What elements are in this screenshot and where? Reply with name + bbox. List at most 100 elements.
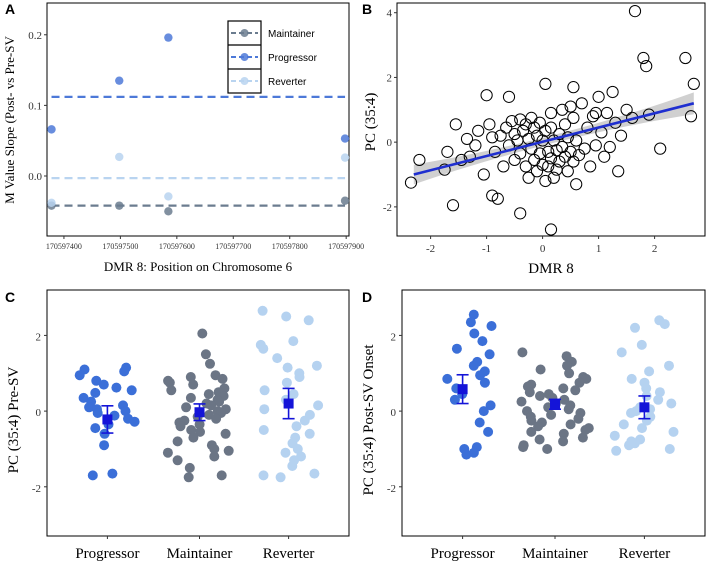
scatter-point	[469, 139, 482, 152]
scatter-point	[491, 192, 504, 205]
x-tick-label: -1	[482, 243, 491, 255]
mean-marker-progressor	[457, 384, 468, 395]
scatter-point	[606, 85, 619, 99]
point-progressor	[98, 379, 109, 390]
point-reverter	[618, 419, 629, 430]
panel-b-marks	[404, 4, 700, 236]
point-maintainer	[518, 442, 529, 453]
point-progressor	[111, 382, 122, 393]
point-reverter	[340, 153, 350, 162]
point-maintainer	[195, 426, 205, 437]
scatter-point	[539, 77, 552, 91]
point-maintainer	[185, 392, 196, 403]
point-reverter	[313, 400, 324, 411]
point-maintainer	[526, 426, 537, 437]
legend-label-reverter: Reverter	[268, 77, 307, 88]
point-maintainer	[188, 432, 199, 443]
x-tick-label: 170597600	[159, 242, 195, 251]
scatter-point	[539, 174, 552, 188]
mean-marker-reverter	[639, 402, 650, 413]
point-maintainer	[162, 447, 173, 458]
point-progressor	[449, 394, 460, 405]
point-maintainer	[577, 432, 588, 443]
point-maintainer	[516, 396, 527, 407]
point-maintainer	[562, 360, 572, 371]
scatter-point	[684, 110, 698, 123]
point-progressor	[91, 375, 102, 386]
point-maintainer	[558, 428, 569, 439]
panel-c-ylabel: PC (35:4) Pre-SV	[6, 366, 22, 473]
point-maintainer	[209, 444, 220, 454]
point-maintainer	[542, 444, 553, 454]
point-maintainer	[183, 472, 194, 483]
panel-c-marks	[74, 305, 324, 483]
scatter-point	[516, 124, 530, 137]
point-progressor	[483, 426, 494, 437]
scatter-point	[497, 160, 510, 173]
scatter-point	[586, 110, 600, 123]
scatter-point	[679, 51, 692, 65]
point-maintainer	[216, 470, 227, 481]
point-progressor	[107, 468, 118, 479]
point-reverter	[664, 444, 675, 454]
panel-a-xlabel: DMR 8: Position on Chromosome 6	[104, 259, 293, 274]
point-maintainer	[220, 428, 231, 439]
scatter-point	[483, 118, 496, 131]
scatter-point	[533, 116, 546, 129]
scatter-point	[542, 160, 555, 173]
legend-label-progressor: Progressor	[268, 53, 318, 64]
y-tick-label: 2	[387, 72, 393, 84]
point-reverter	[659, 319, 670, 330]
point-maintainer	[217, 373, 228, 384]
scatter-point	[463, 150, 476, 163]
scatter-point	[564, 145, 577, 158]
point-reverter	[616, 347, 627, 358]
scatter-point	[561, 165, 574, 178]
point-maintainer	[164, 207, 173, 216]
panel-b: -2 -1 0 1 2 -2 0 2 4 DMR 8 PC (35:4)	[363, 2, 706, 277]
category-label-maintainer: Maintainer	[522, 546, 588, 562]
point-reverter	[664, 360, 674, 371]
panel-b-xlabel: DMR 8	[528, 261, 573, 277]
point-progressor	[479, 377, 490, 388]
point-reverter	[259, 385, 270, 396]
y-tick-label: 0.2	[28, 30, 42, 42]
scatter-point	[472, 124, 485, 137]
point-reverter	[626, 373, 637, 384]
scatter-point	[514, 207, 527, 220]
point-progressor	[484, 349, 495, 360]
scatter-point	[598, 150, 611, 163]
scatter-point	[558, 118, 572, 131]
scatter-point	[486, 131, 499, 144]
point-progressor	[478, 406, 489, 417]
point-reverter	[164, 192, 173, 201]
point-maintainer	[517, 347, 528, 358]
scatter-point	[544, 121, 558, 134]
scatter-point	[544, 106, 558, 120]
point-progressor	[90, 423, 101, 434]
panel-a-legend: Maintainer Progressor Reverter	[227, 20, 318, 94]
point-progressor	[465, 317, 476, 328]
x-tick-label: 170597800	[272, 242, 308, 251]
point-reverter	[309, 468, 320, 479]
point-maintainer	[203, 389, 214, 400]
point-reverter	[291, 421, 302, 432]
point-progressor	[164, 33, 173, 42]
panel-a-frame	[46, 2, 350, 237]
x-tick-label: -2	[426, 243, 435, 255]
point-maintainer	[565, 419, 576, 430]
scatter-point	[505, 115, 518, 128]
point-maintainer	[206, 400, 217, 411]
scatter-point	[477, 168, 490, 181]
point-progressor	[475, 370, 486, 381]
panel-d-frame	[401, 289, 706, 537]
point-reverter	[281, 377, 292, 388]
point-reverter	[637, 423, 647, 434]
point-progressor	[84, 402, 95, 413]
point-reverter	[288, 389, 299, 400]
scatter-point	[642, 108, 656, 121]
scatter-point	[556, 103, 569, 116]
point-reverter	[668, 426, 679, 437]
point-reverter	[258, 425, 269, 435]
point-maintainer	[184, 462, 195, 473]
